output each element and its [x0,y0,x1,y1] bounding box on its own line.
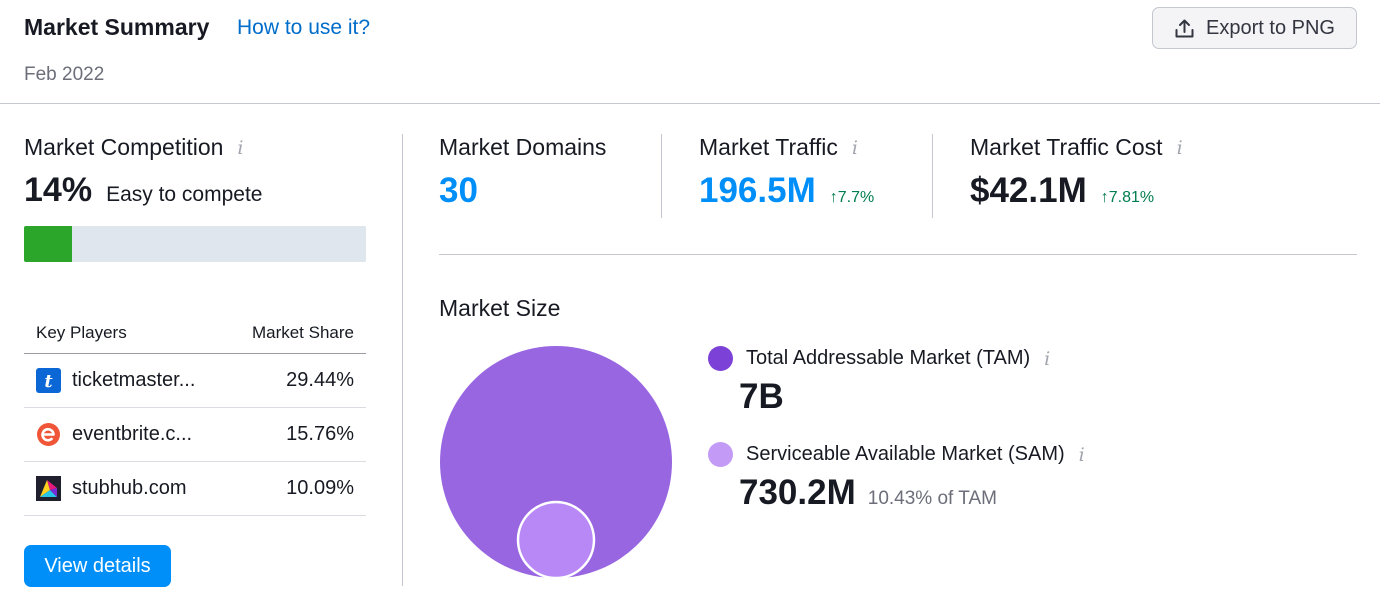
key-players-table: Key Players Market Share t ticketmaster.… [24,313,366,516]
market-traffic-cost-change: ↑7.81% [1100,189,1155,206]
metric-divider [661,134,662,218]
col-market-share: Market Share [251,323,354,342]
tam-dot [708,346,733,371]
market-traffic-cost-value: $42.1M [970,171,1087,210]
info-icon[interactable]: i [851,136,858,159]
competition-percent: 14% [24,171,93,209]
info-icon[interactable]: i [1044,347,1051,370]
info-icon[interactable]: i [1176,136,1183,159]
market-traffic-cost-metric: Market Traffic Cost i $42.1M ↑7.81% [970,134,1183,211]
table-row[interactable]: eventbrite.c... 15.76% [24,408,366,462]
table-row[interactable]: t ticketmaster... 29.44% [24,354,366,408]
sam-dot [708,442,733,467]
market-size-title: Market Size [439,295,561,321]
sam-circle [516,500,596,580]
sam-value: 730.2M [739,473,856,512]
market-size-chart [440,346,672,580]
tam-legend: Total Addressable Market (TAM) i 7B [708,346,1050,417]
view-details-button[interactable]: View details [24,545,171,587]
upload-icon [1174,18,1195,39]
market-traffic-cost-title: Market Traffic Cost i [970,134,1183,161]
market-domains-label: Market Domains [439,134,607,160]
ticketmaster-icon: t [36,368,61,393]
market-competition-label: Market Competition [24,134,224,160]
player-domain[interactable]: stubhub.com [72,477,187,499]
competition-summary: 14% Easy to compete [24,171,366,210]
sam-label: Serviceable Available Market (SAM) [746,443,1065,465]
market-traffic-cost-label: Market Traffic Cost [970,134,1163,160]
market-competition-title: Market Competition i [24,134,366,161]
player-domain[interactable]: ticketmaster... [72,369,196,391]
col-key-players: Key Players [36,323,127,342]
market-traffic-title: Market Traffic i [699,134,874,161]
metric-divider [932,134,933,218]
page-title: Market Summary [24,14,210,40]
player-domain[interactable]: eventbrite.c... [72,423,193,445]
export-png-button[interactable]: Export to PNG [1152,7,1357,49]
player-share: 10.09% [286,477,354,499]
player-share: 15.76% [286,423,354,445]
competition-progress-bar [24,226,366,262]
competition-progress-fill [24,226,72,262]
table-row[interactable]: stubhub.com 10.09% [24,462,366,516]
market-domains-value[interactable]: 30 [439,171,478,210]
tam-value: 7B [739,377,784,416]
market-traffic-value[interactable]: 196.5M [699,171,816,210]
sam-legend: Serviceable Available Market (SAM) i 730… [708,442,1085,513]
player-share: 29.44% [286,369,354,391]
header: Market Summary How to use it? Feb 2022 E… [0,0,1380,104]
info-icon[interactable]: i [237,136,244,159]
table-header: Key Players Market Share [24,313,366,354]
info-icon[interactable]: i [1078,443,1085,466]
vertical-divider [402,134,403,586]
report-date: Feb 2022 [24,64,105,85]
how-to-use-link[interactable]: How to use it? [237,16,371,39]
stubhub-icon [36,476,61,501]
export-label: Export to PNG [1206,16,1335,39]
tam-label: Total Addressable Market (TAM) [746,347,1031,369]
market-competition-panel: Market Competition i 14% Easy to compete [24,134,366,262]
competition-level-label: Easy to compete [106,183,263,206]
svg-text:t: t [44,371,53,392]
market-domains-metric: Market Domains 30 [439,134,606,211]
horizontal-divider [439,254,1357,255]
market-traffic-label: Market Traffic [699,134,838,160]
market-traffic-metric: Market Traffic i 196.5M ↑7.7% [699,134,874,211]
eventbrite-icon [36,422,61,447]
sam-percent-of-tam: 10.43% of TAM [867,488,997,509]
market-traffic-change: ↑7.7% [829,189,875,206]
tam-circle [440,346,672,578]
